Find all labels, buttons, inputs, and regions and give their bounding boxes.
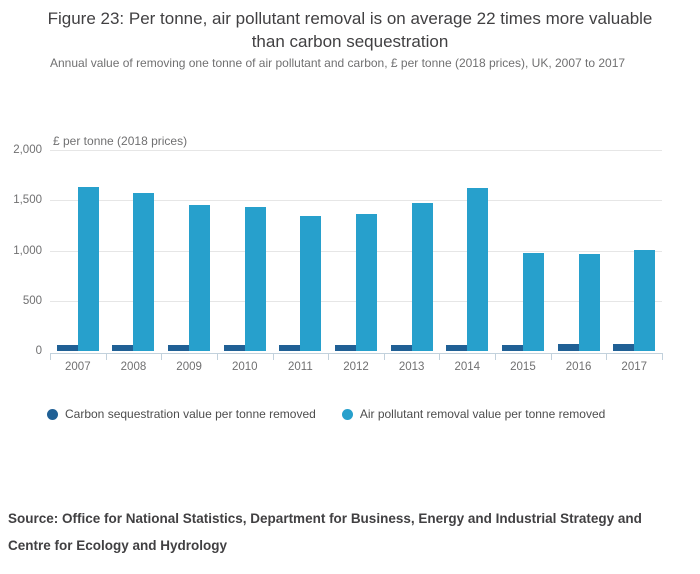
bar-air-2015[interactable] — [522, 253, 544, 351]
x-axis-tick — [50, 353, 51, 360]
source-line-2: Centre for Ecology and Hydrology — [8, 538, 228, 553]
bar-air-2013[interactable] — [411, 202, 433, 351]
bar-carbon-2013[interactable] — [390, 344, 412, 351]
y-axis-labels: 0 500 1,000 1,500 2,000 — [0, 144, 42, 357]
y-axis-label: 0 — [35, 345, 42, 357]
gridline — [50, 200, 662, 202]
gridline — [50, 300, 662, 302]
bar-carbon-2011[interactable] — [279, 345, 301, 351]
bar-air-2014[interactable] — [467, 187, 489, 351]
x-axis-tick — [105, 353, 107, 360]
bar-group-2017 — [606, 150, 662, 351]
bar-group-2010 — [217, 150, 273, 351]
bar-carbon-2009[interactable] — [168, 345, 190, 351]
x-axis-label-2007: 2007 — [65, 361, 91, 373]
x-axis-tick — [383, 353, 385, 360]
legend-marker-icon — [341, 408, 353, 420]
bar-group-2016 — [551, 150, 607, 351]
bar-air-2007[interactable] — [77, 187, 99, 351]
x-axis-tick — [272, 353, 274, 360]
bar-carbon-2014[interactable] — [446, 344, 468, 351]
bar-carbon-2007[interactable] — [56, 345, 78, 351]
bar-carbon-2008[interactable] — [112, 345, 134, 351]
x-axis-tick — [216, 353, 218, 360]
bar-carbon-2010[interactable] — [223, 345, 245, 351]
legend-item-carbon[interactable]: Carbon sequestration value per tonne rem… — [47, 407, 316, 421]
bar-air-2008[interactable] — [133, 192, 155, 351]
bar-air-2016[interactable] — [578, 253, 600, 351]
x-axis-label-2008: 2008 — [120, 361, 147, 373]
x-axis-label-2016: 2016 — [565, 361, 592, 373]
bar-air-2009[interactable] — [189, 204, 211, 351]
bar-group-2008 — [106, 150, 162, 351]
x-axis-label-2011: 2011 — [288, 361, 313, 373]
bar-carbon-2016[interactable] — [557, 344, 579, 351]
plot-area — [50, 150, 662, 351]
bar-group-2011 — [273, 150, 329, 351]
bar-carbon-2015[interactable] — [501, 344, 523, 351]
x-axis-tick — [439, 353, 441, 360]
figure-subtitle: Annual value of removing one tonne of ai… — [50, 56, 626, 70]
x-axis-label-2017: 2017 — [621, 361, 648, 373]
bars-row — [50, 150, 662, 351]
x-axis-labels: 2007 2008 2009 2010 2011 2012 2013 2014 2015 2016… — [50, 361, 662, 373]
bar-air-2012[interactable] — [356, 214, 378, 351]
x-axis-tick — [495, 353, 497, 360]
bar-air-2017[interactable] — [634, 250, 656, 351]
gridline — [50, 150, 662, 151]
bar-carbon-2012[interactable] — [335, 345, 357, 351]
legend-item-air[interactable]: Air pollutant removal value per tonne re… — [341, 407, 606, 421]
x-axis-line — [50, 353, 663, 354]
y-axis-label: 1,000 — [13, 244, 42, 257]
x-axis-label-2013: 2013 — [398, 361, 425, 373]
bar-group-2015 — [495, 150, 551, 351]
x-axis-label-2015: 2015 — [510, 361, 536, 373]
y-axis-label: 2,000 — [13, 144, 42, 156]
legend-marker-icon — [47, 408, 58, 420]
legend-label: Carbon sequestration value per tonne rem… — [65, 407, 316, 421]
x-axis-tick — [606, 353, 608, 360]
source-line-1: Source: Office for National Statistics, … — [8, 511, 642, 526]
bar-air-2010[interactable] — [244, 206, 266, 351]
y-axis-label: 1,500 — [13, 194, 42, 207]
source-note: Source: Office for National Statistics, … — [8, 505, 700, 559]
x-axis-tick — [328, 353, 330, 360]
bar-air-2011[interactable] — [300, 215, 322, 351]
legend-label: Air pollutant removal value per tonne re… — [359, 407, 606, 421]
x-axis-tick — [550, 353, 552, 360]
gridline — [50, 250, 662, 252]
bar-group-2013 — [384, 150, 440, 351]
bar-group-2007 — [50, 150, 106, 351]
x-axis-label-2014: 2014 — [454, 361, 481, 373]
x-axis-tick — [662, 353, 663, 360]
x-axis-label-2012: 2012 — [343, 361, 369, 373]
figure-title: Figure 23: Per tonne, air pollutant remo… — [47, 9, 653, 51]
bar-group-2009 — [161, 150, 217, 351]
y-axis-unit-label: £ per tonne (2018 prices) — [53, 134, 188, 148]
bar-carbon-2017[interactable] — [613, 344, 635, 351]
x-axis-tick — [161, 353, 163, 360]
legend: Carbon sequestration value per tonne rem… — [47, 407, 605, 421]
bar-group-2014 — [439, 150, 495, 351]
bar-group-2012 — [328, 150, 384, 351]
x-axis-label-2010: 2010 — [231, 361, 258, 373]
y-axis-label: 500 — [22, 294, 42, 307]
x-axis-label-2009: 2009 — [176, 361, 202, 373]
